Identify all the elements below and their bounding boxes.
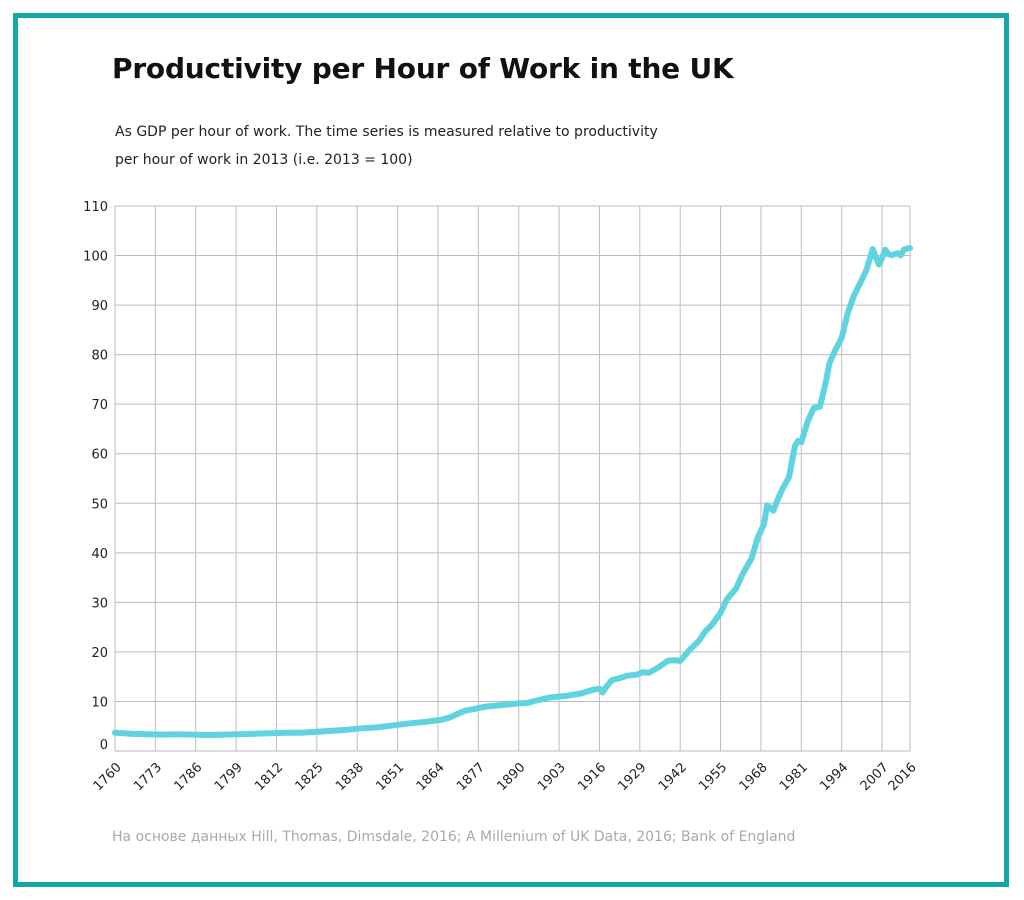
chart-series [112, 245, 913, 739]
x-tick-label: 2007 [858, 760, 892, 794]
x-tick-label: 2016 [886, 760, 920, 794]
x-tick-label: 1877 [454, 760, 488, 794]
series-line [112, 245, 913, 739]
x-tick-label: 1812 [252, 760, 286, 794]
x-tick-label: 1773 [131, 760, 165, 794]
x-tick-label: 1955 [696, 760, 730, 794]
x-tick-label: 1929 [616, 760, 650, 794]
y-tick-label: 60 [91, 448, 108, 463]
x-tick-label: 1942 [656, 760, 690, 794]
y-tick-label: 90 [91, 299, 108, 314]
y-axis-ticks: 0 10 20 30 40 50 60 70 80 90 100 110 [83, 200, 108, 753]
y-tick-label: 100 [83, 250, 108, 265]
x-tick-label: 1864 [414, 760, 448, 794]
chart-title: Productivity per Hour of Work in the UK [112, 52, 734, 85]
y-tick-label: 10 [91, 695, 108, 710]
x-tick-label: 1916 [575, 760, 609, 794]
chart-subtitle: As GDP per hour of work. The time series… [115, 118, 715, 174]
chart-frame [13, 13, 1009, 887]
x-tick-label: 1981 [777, 760, 811, 794]
x-tick-label: 1760 [91, 760, 125, 794]
x-tick-label: 1968 [737, 760, 771, 794]
y-tick-label: 70 [91, 398, 108, 413]
x-tick-label: 1825 [293, 760, 327, 794]
y-tick-label: 40 [91, 547, 108, 562]
x-tick-label: 1799 [212, 760, 246, 794]
y-tick-label: 20 [91, 646, 108, 661]
subtitle-line-2: per hour of work in 2013 (i.e. 2013 = 10… [115, 152, 413, 168]
x-tick-label: 1786 [171, 760, 205, 794]
x-axis-ticks: 1760 1773 1786 1799 1812 1825 1838 1851 1864 1877… [91, 760, 920, 794]
y-tick-label: 0 [100, 738, 108, 753]
chart-grid [114, 205, 911, 752]
y-tick-label: 80 [91, 349, 108, 364]
subtitle-line-1: As GDP per hour of work. The time series… [115, 124, 658, 140]
x-tick-label: 1994 [817, 760, 851, 794]
y-tick-label: 50 [91, 497, 108, 512]
x-tick-label: 1851 [373, 760, 407, 794]
y-tick-label: 30 [91, 596, 108, 611]
x-tick-label: 1890 [494, 760, 528, 794]
source-note: На основе данных Hill, Thomas, Dimsdale,… [112, 829, 796, 845]
x-tick-label: 1903 [535, 760, 569, 794]
x-tick-label: 1838 [333, 760, 367, 794]
y-tick-label: 110 [83, 200, 108, 215]
